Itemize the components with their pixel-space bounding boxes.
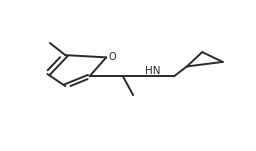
- Text: HN: HN: [145, 66, 161, 76]
- Text: O: O: [109, 52, 116, 62]
